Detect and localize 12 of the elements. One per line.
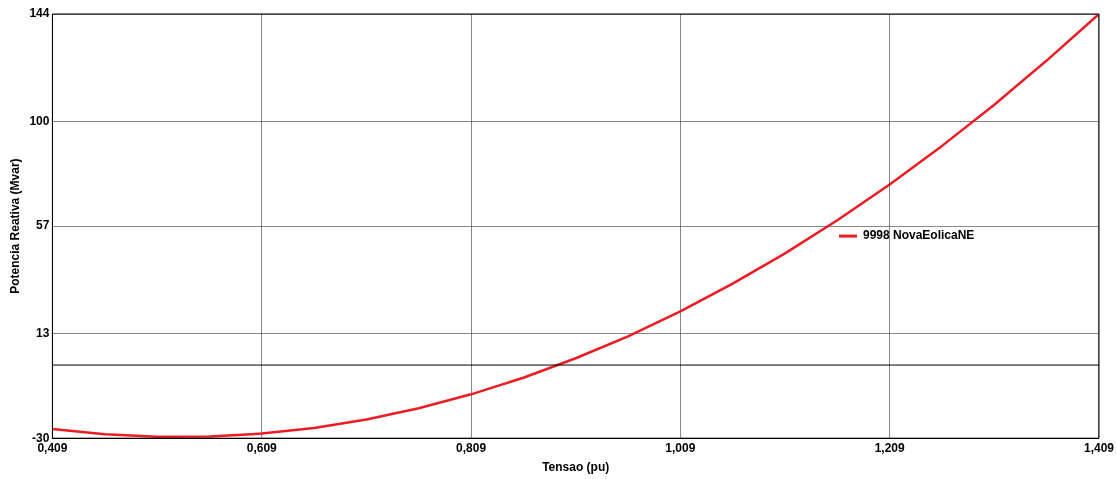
x-tick-label: 0,609: [246, 440, 278, 455]
y-tick-label: 100: [29, 113, 50, 128]
y-axis-title: Potencia Reativa (Mvar): [7, 158, 22, 294]
x-tick-label: 0,809: [456, 440, 487, 455]
x-tick-label: 1,209: [874, 440, 906, 455]
y-tick-label: 13: [36, 325, 50, 340]
x-tick-label: 1,009: [665, 440, 696, 455]
x-tick-label: 1,409: [1083, 440, 1115, 455]
x-axis-title: Tensao (pu): [542, 460, 610, 475]
y-tick-label: 144: [29, 6, 50, 21]
legend-label: 9998 NovaEolicaNE: [862, 228, 975, 243]
y-tick-label: 57: [36, 218, 50, 233]
